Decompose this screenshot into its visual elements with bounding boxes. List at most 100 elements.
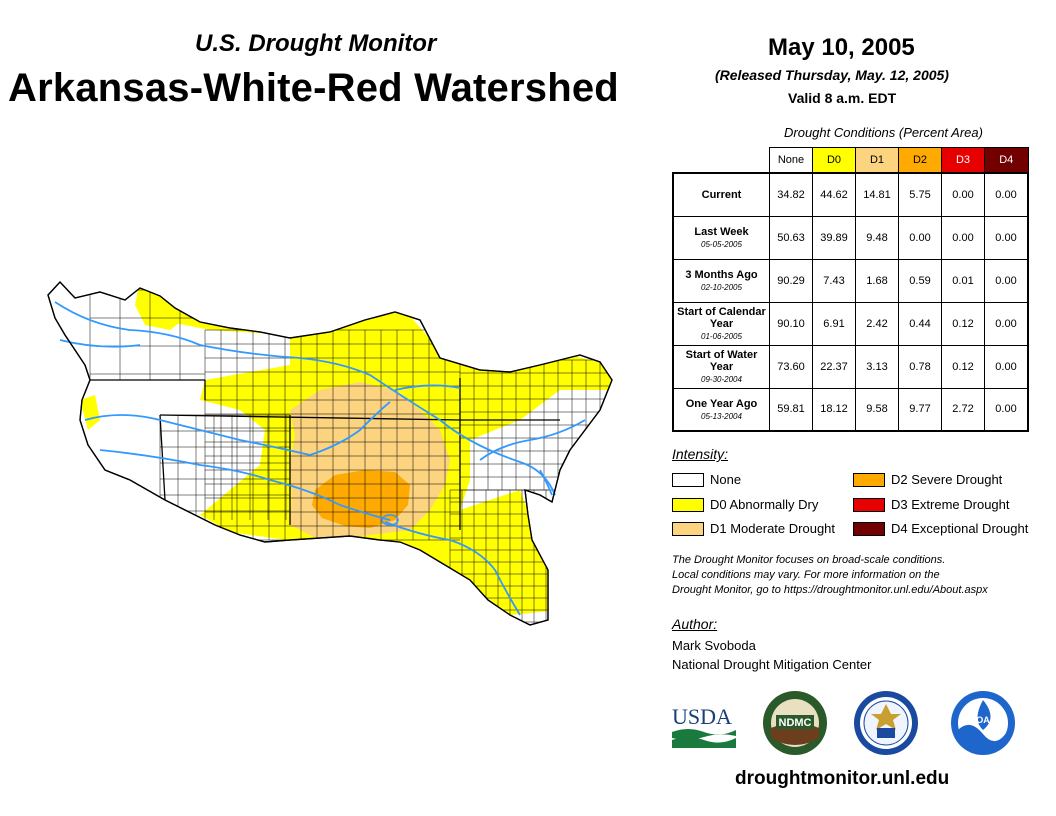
row-label-text: Start of Calendar Year (677, 306, 766, 330)
legend-label-d4: D4 Exceptional Drought (891, 521, 1029, 536)
legend-item-d4: D4 Exceptional Drought (853, 521, 1028, 536)
table-cell: 0.01 (941, 258, 985, 303)
table-cell: 0.12 (941, 344, 985, 389)
row-label-text: 3 Months Ago (685, 269, 758, 281)
watershed-map (47, 280, 613, 626)
table-row: Last Week 05-05-2005 50.63 39.89 9.48 0.00 0.0… (672, 215, 1029, 260)
noaa-logo-text: NOAA (970, 715, 997, 725)
disclaimer-line: Drought Monitor, go to https://droughtmo… (672, 584, 988, 596)
legend-swatch-d3 (853, 497, 885, 512)
valid-time: Valid 8 a.m. EDT (788, 90, 897, 106)
col-header-none: None (769, 147, 813, 174)
noaa-logo: NOAA (950, 690, 1016, 756)
table-cell: 50.63 (769, 215, 813, 260)
table-cell: 0.12 (941, 301, 985, 346)
author-name: Mark Svoboda (672, 638, 756, 653)
table-row: Current 34.82 44.62 14.81 5.75 0.00 0.00 (672, 172, 1029, 217)
table-cell: 34.82 (769, 172, 813, 217)
row-label: Start of Water Year 09-30-2004 (672, 344, 770, 389)
legend-label-d2: D2 Severe Drought (891, 472, 1003, 487)
table-row: Start of Water Year 09-30-2004 73.60 22.37 3… (672, 344, 1029, 389)
ndmc-logo-text: NDMC (779, 717, 812, 729)
row-label-text: One Year Ago (685, 397, 758, 410)
table-cell: 3.13 (855, 344, 899, 389)
col-header-d0: D0 (812, 147, 856, 174)
table-cell: 0.00 (941, 172, 985, 217)
legend-item-d0: D0 Abnormally Dry (672, 497, 818, 512)
row-label-text: Last Week (694, 226, 749, 238)
legend-label-d0: D0 Abnormally Dry (710, 497, 819, 512)
col-header-d2: D2 (898, 147, 942, 174)
row-label: Last Week 05-05-2005 (672, 215, 770, 260)
legend-item-none: None (672, 472, 741, 487)
river-network (54, 301, 586, 616)
table-cell: 0.00 (984, 258, 1029, 303)
row-label-date: 01-06-2005 (701, 332, 742, 341)
table-row: One Year Ago 05-13-2004 59.81 18.12 9.58 9.77… (672, 387, 1029, 432)
commerce-seal-logo (853, 690, 919, 756)
row-label-text: Current (701, 188, 742, 201)
table-cell: 5.75 (898, 172, 942, 217)
reservoir (381, 514, 399, 526)
table-cell: 44.62 (812, 172, 856, 217)
disclaimer-line: Local conditions may vary. For more info… (672, 569, 940, 581)
author-heading: Author: (672, 616, 718, 632)
legend-item-d1: D1 Moderate Drought (672, 521, 835, 536)
legend-swatch-d1 (672, 521, 704, 536)
table-cell: 0.00 (984, 172, 1029, 217)
table-cell: 0.00 (941, 215, 985, 260)
row-label: Current (672, 172, 770, 217)
table-cell: 73.60 (769, 344, 813, 389)
legend-swatch-d2 (853, 472, 885, 487)
table-cell: 0.59 (898, 258, 942, 303)
legend-swatch-d4 (853, 521, 885, 536)
table-cell: 0.00 (984, 387, 1029, 432)
release-date: (Released Thursday, May. 12, 2005) (715, 67, 949, 83)
table-cell: 0.00 (984, 301, 1029, 346)
table-row: 3 Months Ago 02-10-2005 90.29 7.43 1.68 0.59 0… (672, 258, 1029, 303)
row-label-date: 05-05-2005 (701, 240, 742, 249)
table-row: Start of Calendar Year 01-06-2005 90.10 6.9… (672, 301, 1029, 346)
table-cell: 0.44 (898, 301, 942, 346)
table-cell: 9.48 (855, 215, 899, 260)
website-url[interactable]: droughtmonitor.unl.edu (735, 768, 950, 789)
col-header-d4: D4 (984, 147, 1029, 174)
table-cell: 1.68 (855, 258, 899, 303)
table-cell: 0.78 (898, 344, 942, 389)
table-cell: 2.72 (941, 387, 985, 432)
valid-date: May 10, 2005 (768, 34, 915, 61)
row-label-date: 02-10-2005 (701, 283, 742, 292)
disclaimer-line: The Drought Monitor focuses on broad-sca… (672, 554, 946, 566)
col-header-d1: D1 (855, 147, 899, 174)
disclaimer: The Drought Monitor focuses on broad-sca… (672, 553, 1042, 598)
row-label: One Year Ago 05-13-2004 (672, 387, 770, 432)
row-label-date: 09-30-2004 (701, 375, 742, 384)
row-label: Start of Calendar Year 01-06-2005 (672, 301, 770, 346)
row-label-text: Start of Water Year (685, 349, 758, 373)
table-cell: 14.81 (855, 172, 899, 217)
table-cell: 0.00 (898, 215, 942, 260)
map-title: Arkansas-White-Red Watershed (8, 66, 619, 110)
ndmc-logo: NDMC (762, 690, 828, 756)
usda-logo-text: USDA (672, 704, 732, 729)
table-caption: Drought Conditions (Percent Area) (784, 125, 983, 140)
d0-region (135, 282, 190, 330)
legend-item-d2: D2 Severe Drought (853, 472, 1002, 487)
table-cell: 0.00 (984, 215, 1029, 260)
table-cell: 0.00 (984, 344, 1029, 389)
table-cell: 9.77 (898, 387, 942, 432)
table-corner (673, 148, 770, 174)
table-cell: 90.29 (769, 258, 813, 303)
legend-item-d3: D3 Extreme Drought (853, 497, 1010, 512)
author-organization: National Drought Mitigation Center (672, 657, 872, 672)
table-cell: 7.43 (812, 258, 856, 303)
table-cell: 59.81 (769, 387, 813, 432)
table-cell: 39.89 (812, 215, 856, 260)
drought-conditions-table: None D0 D1 D2 D3 D4 Current 34.82 44.62 14.… (672, 147, 1029, 432)
legend-swatch-d0 (672, 497, 704, 512)
col-header-d3: D3 (941, 147, 985, 174)
d0-region (80, 395, 100, 430)
table-cell: 22.37 (812, 344, 856, 389)
table-cell: 9.58 (855, 387, 899, 432)
table-cell: 90.10 (769, 301, 813, 346)
